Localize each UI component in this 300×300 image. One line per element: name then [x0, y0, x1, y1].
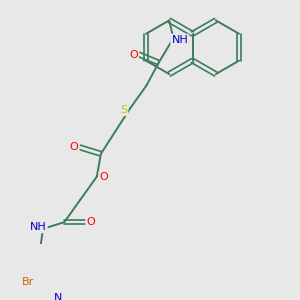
Text: NH: NH	[30, 222, 46, 232]
Text: O: O	[129, 50, 138, 59]
Text: O: O	[87, 217, 95, 227]
Text: N: N	[54, 293, 63, 300]
Text: O: O	[70, 142, 78, 152]
Text: NH: NH	[172, 35, 188, 45]
Text: Br: Br	[22, 278, 34, 287]
Text: S: S	[120, 105, 127, 115]
Text: O: O	[100, 172, 109, 182]
